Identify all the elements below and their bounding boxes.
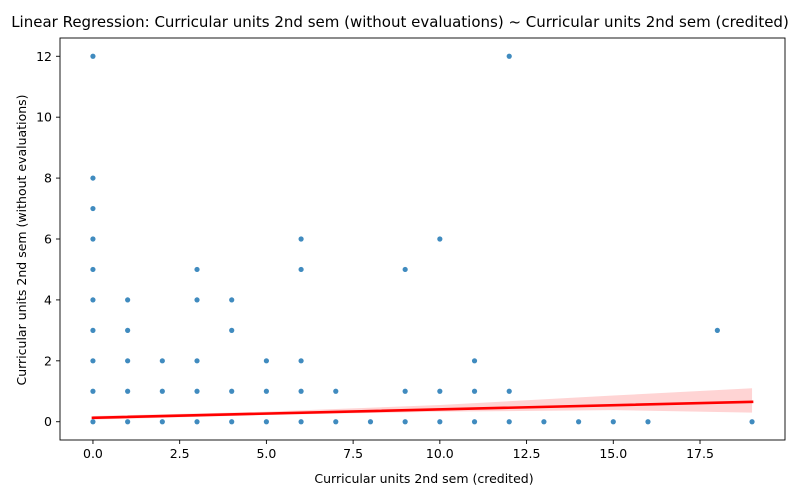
data-point (90, 327, 96, 333)
data-point (90, 358, 96, 364)
data-point (714, 327, 720, 333)
x-tick-label: 2.5 (170, 446, 190, 461)
x-tick-label: 17.5 (686, 446, 714, 461)
data-point (90, 266, 96, 273)
data-point (506, 53, 512, 59)
data-point (194, 297, 200, 303)
data-point (263, 358, 269, 364)
data-point (159, 419, 165, 425)
data-point (194, 266, 200, 273)
data-point (471, 419, 478, 425)
x-tick-label: 12.5 (513, 446, 541, 461)
x-tick-label: 5.0 (256, 446, 276, 461)
data-point (194, 388, 200, 394)
y-tick-label: 6 (44, 232, 52, 247)
data-point (90, 236, 96, 242)
data-point (194, 419, 200, 425)
data-point (229, 419, 235, 425)
data-point (576, 419, 582, 425)
data-point (437, 419, 443, 425)
x-axis-title: Curricular units 2nd sem (credited) (314, 471, 533, 486)
data-point (333, 419, 339, 425)
data-point (159, 388, 165, 394)
data-point (125, 388, 131, 394)
data-points-layer (90, 53, 755, 425)
data-point (367, 419, 374, 425)
data-point (437, 388, 443, 394)
x-tick-label: 0.0 (83, 446, 103, 461)
y-tick-label: 4 (44, 292, 52, 307)
data-point (90, 53, 96, 59)
data-point (125, 419, 131, 425)
data-point (194, 358, 200, 364)
y-tick-label: 12 (36, 49, 52, 64)
data-point (90, 297, 96, 303)
regression-line-layer (91, 400, 754, 420)
data-point (229, 297, 235, 303)
data-point (90, 175, 96, 181)
data-point (749, 419, 755, 425)
data-point (402, 266, 408, 273)
data-point (229, 388, 235, 394)
x-axis-ticks: 0.0 2.5 5.0 7.5 10.0 12.5 15.0 17.5 (83, 440, 714, 461)
data-point (298, 236, 304, 242)
data-point (263, 388, 269, 394)
data-point (125, 327, 131, 333)
plot-area (90, 53, 755, 425)
data-point (159, 358, 165, 364)
regression-line (91, 400, 754, 420)
data-point (90, 419, 96, 425)
data-point (506, 388, 512, 394)
y-tick-label: 0 (44, 414, 52, 429)
data-point (333, 388, 339, 394)
data-point (402, 388, 408, 394)
data-point (298, 388, 304, 394)
x-tick-label: 15.0 (599, 446, 627, 461)
data-point (437, 236, 443, 242)
x-tick-label: 7.5 (343, 446, 363, 461)
data-point (125, 297, 131, 303)
plot-frame (59, 37, 786, 441)
data-point (90, 388, 96, 394)
data-point (90, 205, 96, 212)
chart-title: Linear Regression: Curricular units 2nd … (11, 13, 789, 31)
data-point (298, 419, 304, 425)
data-point (506, 419, 512, 425)
data-point (610, 419, 616, 425)
data-point (229, 327, 235, 333)
data-point (402, 419, 408, 425)
y-tick-label: 2 (44, 353, 52, 368)
data-point (263, 419, 269, 425)
y-tick-label: 8 (44, 171, 52, 186)
x-tick-label: 10.0 (426, 446, 454, 461)
data-point (471, 358, 478, 364)
y-axis-ticks: 0 2 4 6 8 10 12 (36, 49, 60, 429)
y-tick-label: 10 (36, 110, 52, 125)
data-point (298, 266, 304, 273)
data-point (298, 358, 304, 364)
data-point (645, 419, 651, 425)
y-axis-title: Curricular units 2nd sem (without evalua… (14, 94, 29, 385)
data-point (541, 419, 547, 425)
data-point (471, 388, 478, 394)
data-point (125, 358, 131, 364)
